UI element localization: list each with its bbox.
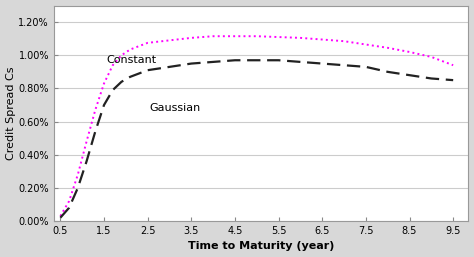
- Text: Gaussian: Gaussian: [150, 103, 201, 113]
- X-axis label: Time to Maturity (year): Time to Maturity (year): [188, 241, 334, 251]
- Text: Constant: Constant: [106, 55, 156, 65]
- Y-axis label: Credit Spread Cs: Credit Spread Cs: [6, 67, 16, 160]
